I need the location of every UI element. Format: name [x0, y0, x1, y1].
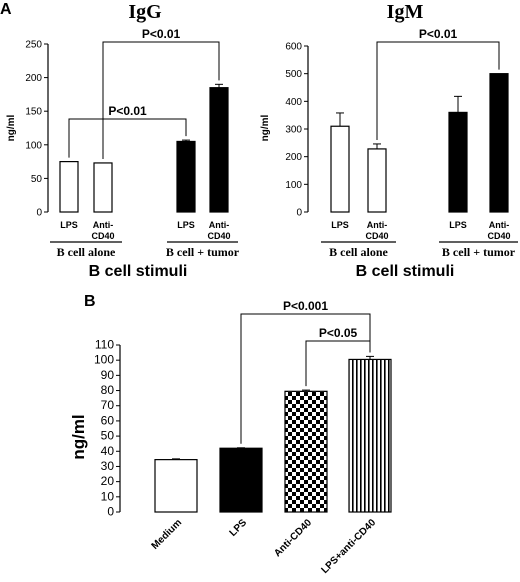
group-label: B cell alone: [329, 245, 388, 259]
chart-title: IgM: [387, 1, 424, 23]
bar-2: [284, 390, 328, 513]
category-label: LPS: [331, 220, 349, 230]
bar-3: [348, 358, 392, 513]
category-label: Anti-CD40: [487, 220, 510, 241]
category-label-line: Anti-: [367, 220, 388, 230]
y-tick-label: 40: [101, 444, 115, 458]
y-tick-label: 400: [285, 97, 302, 108]
y-tick-label: 150: [25, 107, 42, 118]
category-label-line: Anti-: [209, 220, 230, 230]
category-label-line: CD40: [487, 231, 510, 241]
y-axis-label: ng/ml: [6, 114, 17, 141]
significance-bracket: [305, 340, 371, 387]
category-label-line: LPS: [331, 220, 349, 230]
significance-label: P<0.01: [142, 27, 181, 41]
category-label: Medium: [150, 517, 185, 552]
bar-1: [219, 447, 263, 513]
y-tick-label: 500: [285, 69, 302, 80]
y-tick-label: 300: [285, 125, 302, 136]
bar-0: [330, 125, 350, 213]
category-label-line: CD40: [207, 231, 230, 241]
significance-bracket: [68, 118, 187, 158]
y-tick-label: 200: [285, 152, 302, 163]
x-axis-label: B cell stimuli: [89, 263, 188, 280]
bar-0: [59, 161, 79, 213]
bar-3: [489, 73, 509, 213]
y-tick-label: 600: [285, 42, 302, 53]
significance-label: P<0.001: [283, 299, 328, 313]
category-label: Anti-CD40: [207, 220, 230, 241]
bar-0: [154, 459, 198, 513]
category-label: Anti-CD40: [272, 517, 314, 559]
category-label-line: Anti-: [93, 220, 114, 230]
group-label: B cell + tumor: [166, 245, 240, 259]
y-tick-label: 80: [101, 383, 115, 397]
y-tick-label: 30: [101, 459, 115, 473]
category-label-line: CD40: [365, 231, 388, 241]
significance-label: P<0.05: [319, 326, 358, 340]
significance-bracket: [102, 41, 220, 159]
y-tick-label: 50: [31, 174, 43, 185]
y-tick-label: 250: [25, 40, 42, 51]
category-label-line: CD40: [91, 231, 114, 241]
category-label-line: LPS: [177, 220, 195, 230]
category-label: LPS+anti-CD40: [319, 517, 378, 576]
chart-title: IgG: [128, 1, 162, 23]
category-label: Anti-CD40: [91, 220, 114, 241]
significance-bracket: [240, 313, 371, 444]
y-tick-label: 100: [25, 140, 42, 151]
y-tick-label: 100: [94, 353, 114, 367]
category-label: Anti-CD40: [365, 220, 388, 241]
y-tick-label: 70: [101, 398, 115, 412]
bar-2: [176, 140, 196, 213]
y-tick-label: 200: [25, 73, 42, 84]
panel-label: B: [84, 293, 96, 310]
y-tick-label: 90: [101, 368, 115, 382]
y-tick-label: 0: [107, 505, 114, 519]
category-label: LPS: [60, 220, 78, 230]
category-label-line: Anti-: [489, 220, 510, 230]
y-axis-label: ng/ml: [69, 414, 88, 459]
x-axis-label: B cell stimuli: [356, 263, 455, 280]
group-label: B cell + tumor: [442, 245, 516, 259]
y-tick-label: 50: [101, 429, 115, 443]
y-tick-label: 0: [36, 208, 42, 219]
category-label: LPS: [177, 220, 195, 230]
panel-label: A: [0, 1, 12, 18]
y-tick-label: 100: [285, 180, 302, 191]
bar-1: [367, 148, 387, 213]
y-tick-label: 60: [101, 413, 115, 427]
significance-label: P<0.01: [108, 104, 147, 118]
y-tick-label: 10: [101, 489, 115, 503]
significance-label: P<0.01: [419, 27, 458, 41]
y-tick-label: 0: [296, 208, 302, 219]
y-tick-label: 20: [101, 474, 115, 488]
category-label-line: LPS: [60, 220, 78, 230]
y-tick-label: 110: [95, 338, 114, 352]
category-label: LPS: [449, 220, 467, 230]
bar-3: [209, 87, 229, 213]
y-axis-label: ng/ml: [260, 114, 271, 141]
bar-1: [93, 162, 113, 213]
category-label: LPS: [228, 517, 250, 539]
significance-bracket: [376, 41, 500, 140]
category-label-line: LPS: [449, 220, 467, 230]
bar-2: [448, 111, 468, 213]
group-label: B cell alone: [57, 245, 116, 259]
